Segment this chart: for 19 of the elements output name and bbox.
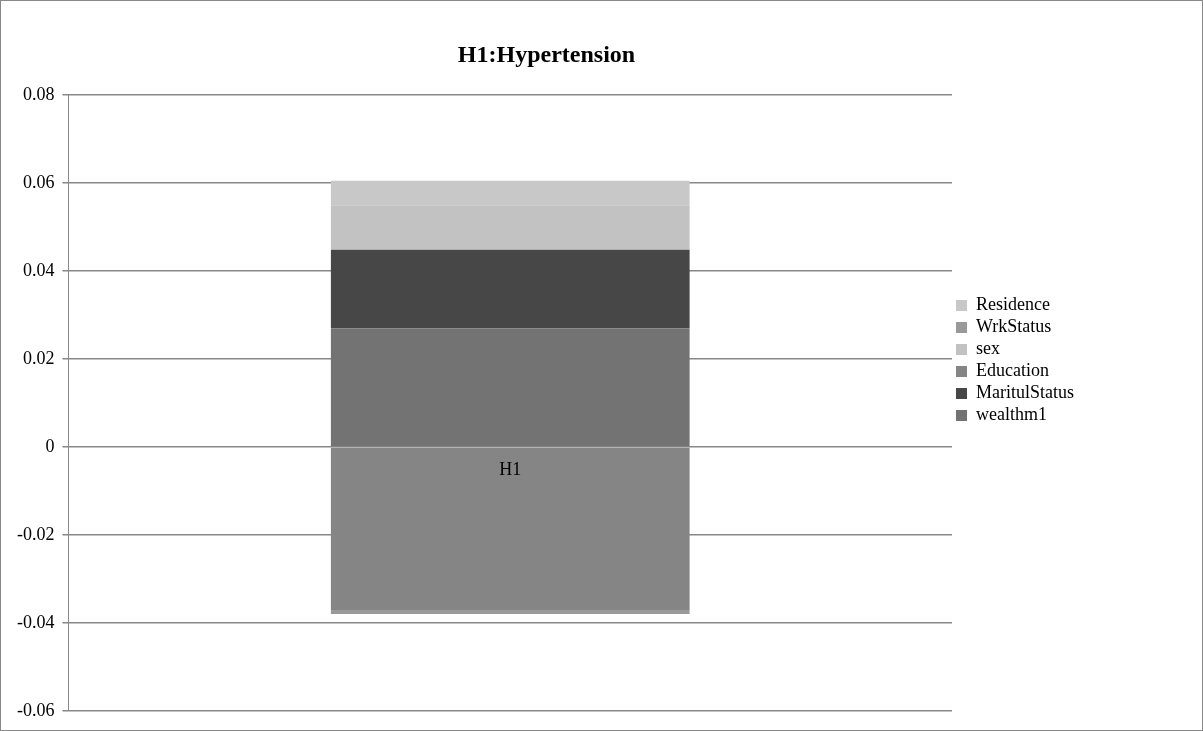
y-tick-label: 0.08 xyxy=(22,83,55,104)
legend-label: sex xyxy=(976,338,1000,359)
x-tick-label: H1 xyxy=(499,458,522,479)
legend-label: wealthm1 xyxy=(976,404,1047,425)
y-tick-label: 0.02 xyxy=(22,347,55,368)
bar xyxy=(330,328,690,447)
y-tick-label: -0.04 xyxy=(16,611,55,632)
y-tick-label: -0.02 xyxy=(16,523,55,544)
legend-label: WrkStatus xyxy=(976,316,1052,337)
bar xyxy=(330,609,690,614)
bar xyxy=(330,249,690,329)
legend-label: Residence xyxy=(976,294,1050,315)
y-tick-label: 0 xyxy=(45,435,55,456)
y-tick-label: -0.06 xyxy=(16,699,55,720)
chart-title: H1:Hypertension xyxy=(457,40,636,67)
legend-label: MaritulStatus xyxy=(976,382,1074,403)
y-tick-label: 0.04 xyxy=(22,259,55,280)
legend-label: Education xyxy=(976,360,1049,381)
y-tick-label: 0.06 xyxy=(22,171,55,192)
